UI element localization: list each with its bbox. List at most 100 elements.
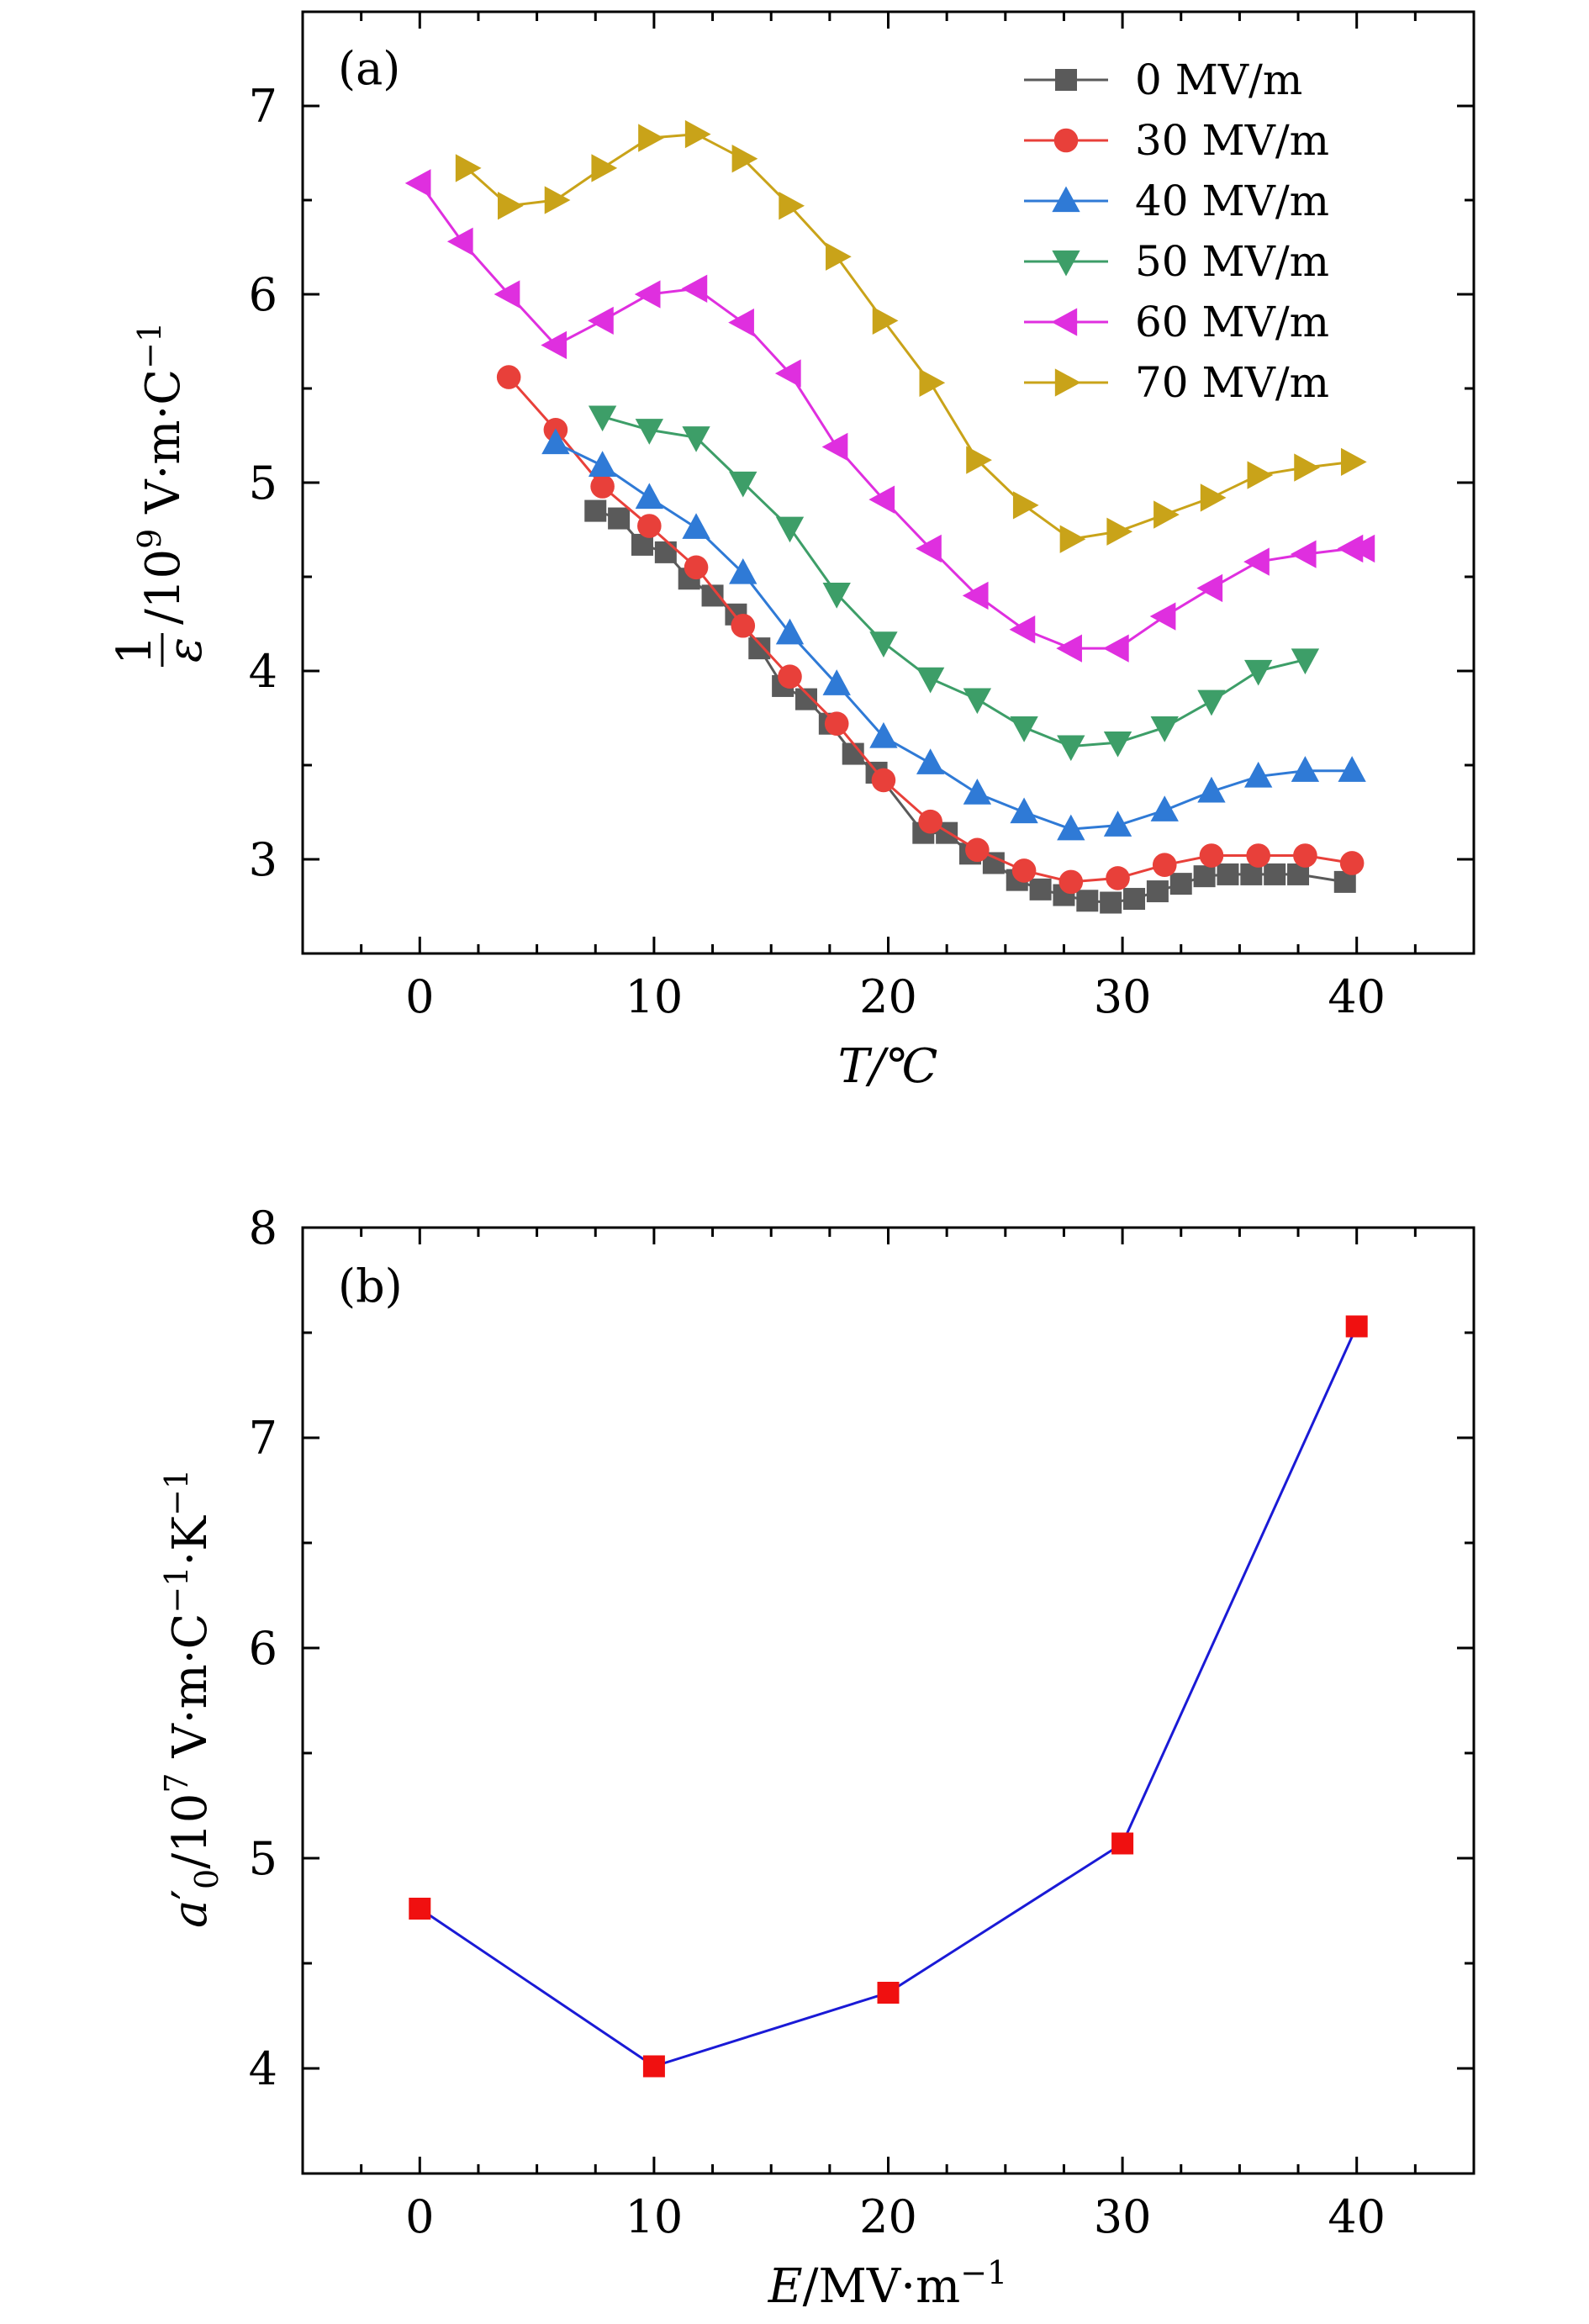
legend-marker xyxy=(1051,308,1078,336)
panel-a-data-point xyxy=(1339,851,1365,875)
legend-entry: 30 MV/m xyxy=(1024,116,1329,165)
panel-a-data-point xyxy=(748,637,771,660)
panel-a-data-point xyxy=(591,154,618,182)
panel-a-data-point xyxy=(868,485,895,514)
panel-b-y-tick-label: 8 xyxy=(249,1202,277,1254)
panel-a-data-point xyxy=(1057,814,1085,841)
panel-a-data-point xyxy=(1349,534,1375,563)
panel-a-data-point xyxy=(637,514,662,538)
panel-a-x-axis-label-text: T/℃ xyxy=(838,1039,938,1094)
panel-a-data-point xyxy=(1146,880,1169,903)
panel-a-data-point xyxy=(1150,795,1179,821)
panel-a-data-point xyxy=(588,306,614,335)
panel-b-series xyxy=(409,1315,1368,2078)
panel-a-data-point xyxy=(916,534,942,563)
panel-a-data-point xyxy=(1169,873,1192,895)
panel-a-data-point xyxy=(1197,689,1226,716)
panel-a-data-point xyxy=(774,359,801,388)
panel-a-data-point xyxy=(824,711,849,737)
panel-a-data-point xyxy=(584,499,607,522)
panel-a-data-point xyxy=(919,368,946,397)
panel-a-series-line xyxy=(602,415,1306,748)
panel-a-data-point xyxy=(682,426,710,452)
panel-a-data-point xyxy=(1293,843,1317,868)
panel-a-series-line xyxy=(508,376,1353,884)
panel-a-y-tick-label: 4 xyxy=(249,645,277,698)
panel-a-data-point xyxy=(496,365,521,389)
panel-a-data-point xyxy=(1291,756,1320,782)
panel-a-data-point xyxy=(1009,615,1036,644)
panel-b-y-tick-label: 5 xyxy=(249,1832,277,1885)
legend-marker xyxy=(1053,128,1079,153)
panel-a-series-line xyxy=(555,441,1353,831)
panel-a-data-point xyxy=(1106,866,1130,890)
legend-marker xyxy=(1052,186,1080,213)
panel-a-data-point xyxy=(775,516,805,543)
panel-a-data-point xyxy=(729,471,758,498)
panel-a-data-point xyxy=(634,280,661,309)
panel-a-data-point xyxy=(963,779,992,805)
panel-a-data-point xyxy=(1199,843,1224,868)
panel-a-data-point xyxy=(918,809,942,834)
panel-a-data-point xyxy=(965,837,990,863)
panel-a-series-line xyxy=(419,182,1365,650)
panel-a-data-point xyxy=(1012,491,1039,520)
panel-a-data-point xyxy=(1010,797,1038,824)
panel-a-x-tick-label: 10 xyxy=(626,970,684,1023)
panel-b-chart: 0 10 20 30 40 4 5 6 7 8 (b) E/MV·m−1 a′0/107 V·m·… xyxy=(158,1202,1476,2314)
panel-a-data-point xyxy=(654,541,677,563)
legend-marker xyxy=(1052,250,1080,277)
panel-a-y-axis-label-fraction-denominator: ε xyxy=(158,637,213,663)
panel-b-series-line xyxy=(419,1325,1359,2068)
panel-a-data-point xyxy=(1217,863,1239,885)
panel-a-axes: 0 10 20 30 40 3 4 5 6 7 xyxy=(249,10,1476,1023)
panel-a-data-point xyxy=(1056,634,1082,663)
panel-b-x-tick-label: 0 xyxy=(405,2190,434,2243)
panel-a-y-axis-label: 1 ε /109 V·m·C−1 xyxy=(108,322,213,667)
panel-a-x-tick-label: 20 xyxy=(859,970,917,1023)
panel-b-x-tick-label: 10 xyxy=(626,2190,684,2243)
panel-b-x-tick-label: 40 xyxy=(1328,2190,1386,2243)
panel-a-data-point xyxy=(498,192,524,220)
panel-a-data-point xyxy=(684,555,709,580)
panel-a-data-point xyxy=(869,631,898,658)
panel-a-y-axis-label-units: /109 V·m·C−1 xyxy=(131,322,191,625)
panel-a-data-point xyxy=(455,154,482,182)
panel-a-data-point xyxy=(681,274,708,303)
panel-a-data-point xyxy=(1106,517,1133,546)
panel-a-data-point xyxy=(826,242,852,271)
panel-a-data-point xyxy=(779,192,805,220)
panel-a-legend: 0 MV/m 30 MV/m 40 MV/m 50 MV/m 60 MV/m 70 MV/… xyxy=(1024,55,1329,407)
panel-b-y-axis-label-text: a′0/107 V·m·C−1·K−1 xyxy=(158,1469,225,1928)
panel-a-data-point xyxy=(916,748,945,774)
legend-label: 50 MV/m xyxy=(1135,237,1329,286)
legend-marker xyxy=(1055,69,1077,91)
panel-a-data-point xyxy=(404,169,431,198)
panel-a-data-point xyxy=(1152,853,1177,878)
panel-a-data-point xyxy=(590,474,615,499)
panel-a-data-point xyxy=(1103,731,1132,758)
panel-a-data-point xyxy=(1247,461,1274,489)
panel-a-data-point xyxy=(916,667,945,694)
panel-a-series-3 xyxy=(588,405,1320,762)
legend-entry: 0 MV/m xyxy=(1024,55,1302,104)
panel-a-data-point xyxy=(1150,716,1179,742)
panel-b-series-0 xyxy=(409,1315,1368,2078)
panel-b-data-point xyxy=(1111,1832,1134,1855)
panel-a-data-point xyxy=(731,145,758,173)
panel-a-series-2 xyxy=(541,428,1366,841)
panel-a-data-point xyxy=(1197,776,1226,803)
panel-a-frame xyxy=(301,10,1476,955)
panel-b-data-point xyxy=(642,2055,665,2078)
legend-label: 70 MV/m xyxy=(1135,358,1329,407)
panel-a-x-axis-label: T/℃ xyxy=(838,1039,938,1094)
panel-a-data-point xyxy=(1010,716,1038,742)
legend-label: 40 MV/m xyxy=(1135,177,1329,225)
panel-a-data-point xyxy=(682,513,710,539)
panel-a-data-point xyxy=(638,124,664,152)
panel-a-data-point xyxy=(822,669,851,695)
panel-a-y-tick-label: 6 xyxy=(249,268,277,321)
panel-a-data-point xyxy=(1294,453,1320,482)
panel-a-data-point xyxy=(1058,869,1084,895)
panel-a-data-point xyxy=(728,308,754,337)
